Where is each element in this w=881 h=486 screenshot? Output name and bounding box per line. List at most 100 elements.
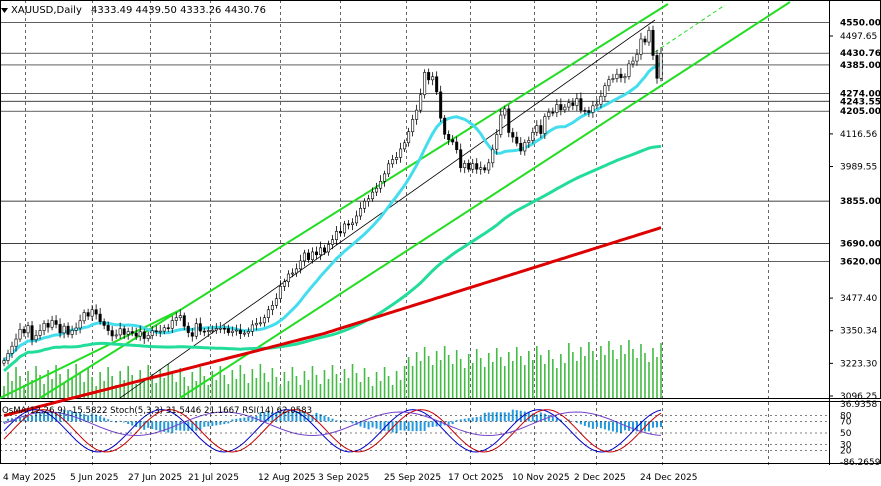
osma-bar bbox=[131, 421, 134, 426]
candle-body bbox=[419, 94, 423, 111]
volume-bar bbox=[487, 353, 490, 398]
osma-bar bbox=[307, 413, 310, 422]
volume-bar bbox=[43, 384, 45, 398]
volume-bar bbox=[656, 357, 658, 398]
osma-bar bbox=[99, 416, 102, 422]
osma-bar bbox=[211, 421, 214, 426]
volume-bar bbox=[79, 373, 81, 398]
volume-bar bbox=[215, 380, 218, 398]
candle-body bbox=[623, 76, 627, 79]
volume-bar bbox=[363, 368, 366, 398]
candle-body bbox=[230, 330, 234, 333]
candle-body bbox=[591, 105, 595, 113]
candle-body bbox=[186, 325, 190, 333]
osma-bar bbox=[503, 412, 506, 422]
candle-body bbox=[335, 231, 339, 240]
volume-bar bbox=[463, 368, 466, 398]
osma-bar bbox=[660, 421, 662, 427]
channel-start bbox=[0, 309, 181, 399]
osc-axis-label: 50 bbox=[840, 429, 852, 439]
volume-bar bbox=[584, 356, 586, 398]
candle-body bbox=[567, 102, 571, 108]
candle-body bbox=[519, 142, 523, 152]
candle-body bbox=[218, 327, 222, 330]
volume-bar bbox=[243, 374, 246, 398]
candle-body bbox=[98, 313, 102, 322]
volume-bar bbox=[560, 354, 562, 398]
osma-bar bbox=[79, 412, 82, 422]
osma-bar bbox=[259, 412, 262, 422]
osma-bar bbox=[523, 411, 526, 422]
candle-body bbox=[579, 98, 583, 111]
candle-body bbox=[78, 320, 82, 329]
volume-bar bbox=[19, 376, 21, 398]
volume-bar bbox=[31, 380, 33, 398]
volume-bar bbox=[39, 375, 41, 398]
volume-bar bbox=[459, 359, 462, 398]
volume-bar bbox=[383, 367, 386, 398]
osma-bar bbox=[407, 421, 410, 432]
candle-body bbox=[286, 273, 290, 283]
candle-body bbox=[587, 110, 591, 113]
volume-bar bbox=[451, 364, 454, 398]
osma-bar bbox=[607, 421, 610, 431]
candle-body bbox=[262, 317, 266, 324]
volume-bar bbox=[151, 374, 154, 398]
candle-body bbox=[435, 76, 439, 93]
volume-bar bbox=[367, 377, 370, 398]
volume-bar bbox=[608, 341, 610, 398]
osma-bar bbox=[499, 412, 502, 422]
candle-body bbox=[347, 223, 351, 226]
triangle-down-icon[interactable] bbox=[1, 8, 8, 13]
volume-bar bbox=[63, 383, 65, 398]
candle-body bbox=[86, 312, 90, 317]
ma-fast-line bbox=[2, 62, 662, 362]
osc-axis-label: 70 bbox=[840, 417, 852, 427]
volume-bar bbox=[71, 378, 73, 398]
osma-bar bbox=[35, 411, 38, 422]
candle-body bbox=[483, 167, 487, 171]
candle-body bbox=[427, 72, 431, 81]
volume-bar bbox=[47, 370, 49, 398]
osma-bar bbox=[415, 421, 418, 432]
candle-body bbox=[198, 323, 202, 332]
candle-body bbox=[158, 330, 162, 333]
volume-bar bbox=[351, 364, 354, 398]
osma-bar bbox=[207, 421, 210, 427]
candle-body bbox=[391, 159, 395, 165]
volume-bar bbox=[339, 383, 342, 398]
osma-bar bbox=[535, 414, 538, 422]
candle-body bbox=[451, 139, 455, 143]
candle-body bbox=[2, 360, 6, 364]
volume-bar bbox=[15, 367, 17, 398]
volume-bar bbox=[523, 365, 526, 398]
osma-bar bbox=[579, 421, 582, 425]
stoch-signal-line bbox=[3, 409, 662, 453]
candle-body bbox=[543, 116, 547, 134]
volume-bar bbox=[331, 365, 334, 398]
osma-bar bbox=[91, 413, 94, 422]
ma-mid-line bbox=[3, 144, 662, 373]
candle-body bbox=[70, 330, 74, 335]
osma-bar bbox=[239, 418, 242, 422]
candle-body bbox=[551, 111, 555, 114]
candle-body bbox=[26, 325, 30, 334]
candle-body bbox=[463, 163, 467, 168]
volume-bar bbox=[315, 375, 318, 398]
volume-bar bbox=[255, 378, 258, 398]
osma-bar bbox=[531, 413, 534, 422]
volume-bar bbox=[411, 366, 414, 398]
volume-bar bbox=[439, 360, 442, 398]
volume-bar bbox=[620, 345, 622, 398]
candle-body bbox=[258, 322, 262, 325]
volume-bar bbox=[536, 346, 538, 398]
candle-body bbox=[206, 330, 210, 332]
osma-bar bbox=[203, 421, 206, 427]
osma-bar bbox=[119, 420, 122, 422]
volume-bar bbox=[179, 368, 182, 398]
candle-body bbox=[363, 201, 367, 209]
candle-body bbox=[439, 91, 443, 119]
candle-body bbox=[302, 252, 306, 262]
candle-body bbox=[46, 323, 50, 328]
